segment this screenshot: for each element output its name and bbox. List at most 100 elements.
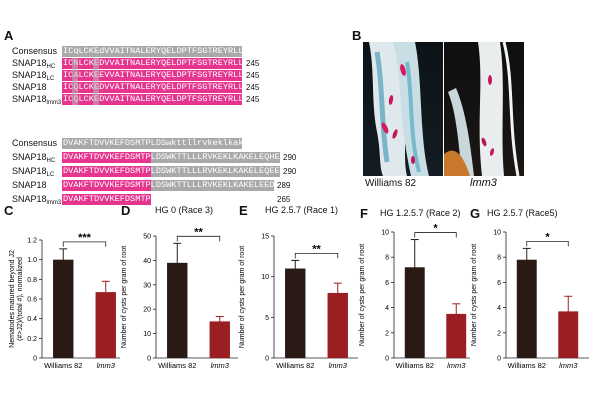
bar-chart-c: Nematodes matured beyond J2 (#>J2)/(total… [9,232,120,370]
axis-ylabel: (#>J2)/(total #), normalized [17,257,24,341]
nematode-mark [481,137,487,147]
alignment-row-label: SNAP18LC [12,166,55,178]
nematode-mark [489,148,495,156]
panel-letter-f: F [360,206,368,221]
significance-bracket [526,240,569,247]
y-tick-label: 0 [265,356,269,363]
significance-label: *** [78,232,92,244]
variable-column-highlight [72,58,78,105]
panel-letter-e: E [239,203,248,218]
bar-chart-f: Number of cysts per gram of root 0 2 4 6 8 10 W… [359,223,470,370]
y-tick-label: 2 [497,330,501,337]
x-tick-label: lmm3 [329,361,348,370]
bar-lmm3 [327,292,348,358]
alignment-sequence: ICNLCKEDVVAITNALERYQELDPTFSGTREYRLLADIAA… [62,58,242,69]
panel-letter-d: D [121,203,131,218]
y-tick-label: 0.6 [27,297,37,304]
alignment-position: 265 [277,195,291,204]
y-tick-label: 1.2 [27,238,37,245]
panel-letter-b: B [352,28,362,43]
bar-williams82 [516,259,537,358]
y-tick-label: 10 [493,230,501,237]
x-tick-label: lmm3 [97,361,116,370]
alignment-position: 289 [277,181,291,190]
alignment-position: 245 [246,59,260,68]
y-tick-label: 2 [385,330,389,337]
x-tick-label: Williams 82 [158,361,196,370]
y-tick-label: 0.8 [27,277,37,284]
panel-letter-a: A [4,28,14,43]
bar-chart-e: Number of cysts per gram of root 0 5 10 15 Wi… [239,234,358,370]
y-tick-label: 0 [147,356,151,363]
alignment-row-label: SNAP18lmm3 [12,94,62,106]
sequence-alignment: Consensus ICqLCKEdVVAITNALERYQELDPTFSGTR… [0,0,345,206]
y-tick-label: 0 [33,356,37,363]
alignment-position: 290 [283,167,297,176]
significance-bracket [414,232,457,238]
photo-williams82 [363,42,443,176]
y-tick-label: 0 [385,356,389,363]
axis-ylabel: Number of cysts per gram of root [359,244,366,346]
stained-root-vein [374,51,390,163]
bar-lmm3 [95,292,116,358]
orange-debris [444,150,470,176]
x-tick-label: Williams 82 [396,361,434,370]
nematode-mark [388,95,394,105]
root-shape [478,42,504,176]
significance-bracket [294,253,339,259]
bar-lmm3 [209,321,230,358]
axis-ylabel: Number of cysts per gram of root [121,246,128,348]
alignment-row-label: Consensus [12,138,58,148]
x-tick-label: lmm3 [447,361,466,370]
x-tick-label: lmm3 [559,361,578,370]
y-tick-label: 6 [385,280,389,287]
nematode-mark [400,64,406,76]
root-shape [502,42,520,176]
axis-ylabel: Number of cysts per gram of root [239,246,246,348]
alignment-sequence: DVAKFTDVVKEFDSMTPLDSwkttllrvkeklkakele [62,138,242,149]
variable-column-highlight [93,58,99,105]
y-tick-label: 8 [497,255,501,262]
y-tick-label: 10 [261,274,269,281]
x-tick-label: lmm3 [211,361,230,370]
y-tick-label: 0 [497,356,501,363]
bar-williams82 [53,259,74,358]
y-tick-label: 0.2 [27,336,37,343]
bar-williams82 [285,268,306,358]
y-tick-label: 4 [497,305,501,312]
x-tick-label: Williams 82 [276,361,314,370]
alignment-sequence: DVAKFTDVVKEFDSMTPLDS [62,194,151,205]
bar-lmm3 [558,311,579,358]
y-tick-label: 50 [143,234,151,241]
axis-ylabel: Number of cysts per gram of root [471,244,478,346]
alignment-row-label: Consensus [12,46,58,56]
alignment-row-label: SNAP18 [12,180,47,190]
chart-title-g: HG 2.5.7 (Race5) [487,208,558,218]
significance-label: ** [194,226,203,238]
chart-title-d: HG 0 (Race 3) [155,205,214,215]
y-tick-label: 0.4 [27,316,37,323]
alignment-row-label: SNAP18HC [12,58,56,70]
x-tick-label: Williams 82 [508,361,546,370]
alignment-sequence: ICQLCKEDVVAITNALERYQELDPTFSGTREYRLLADIAA… [62,94,242,105]
x-tick-label: Williams 82 [44,361,82,370]
bar-williams82 [167,262,188,358]
nematode-mark [411,156,415,164]
root-illustration [444,42,520,176]
y-tick-label: 4 [385,305,389,312]
alignment-position: 290 [283,153,297,162]
significance-label: * [433,223,438,235]
y-tick-label: 8 [385,255,389,262]
nematode-mark [392,129,398,139]
y-tick-label: 10 [143,331,151,338]
y-tick-label: 20 [143,307,151,314]
bar-lmm3 [446,313,467,358]
alignment-row-label: SNAP18lmm3 [12,194,62,206]
photo-lmm3 [444,42,524,176]
alignment-position: 245 [246,95,260,104]
alignment-sequence: ICALCKEEVVAITNALERYQELDPTFSGTREYRLLADIAA… [62,70,242,81]
alignment-row-label: SNAP18 [12,82,47,92]
alignment-row-label: SNAP18HC [12,152,56,164]
chart-title-f: HG 1.2.5.7 (Race 2) [380,208,461,218]
root-shape [448,88,474,176]
